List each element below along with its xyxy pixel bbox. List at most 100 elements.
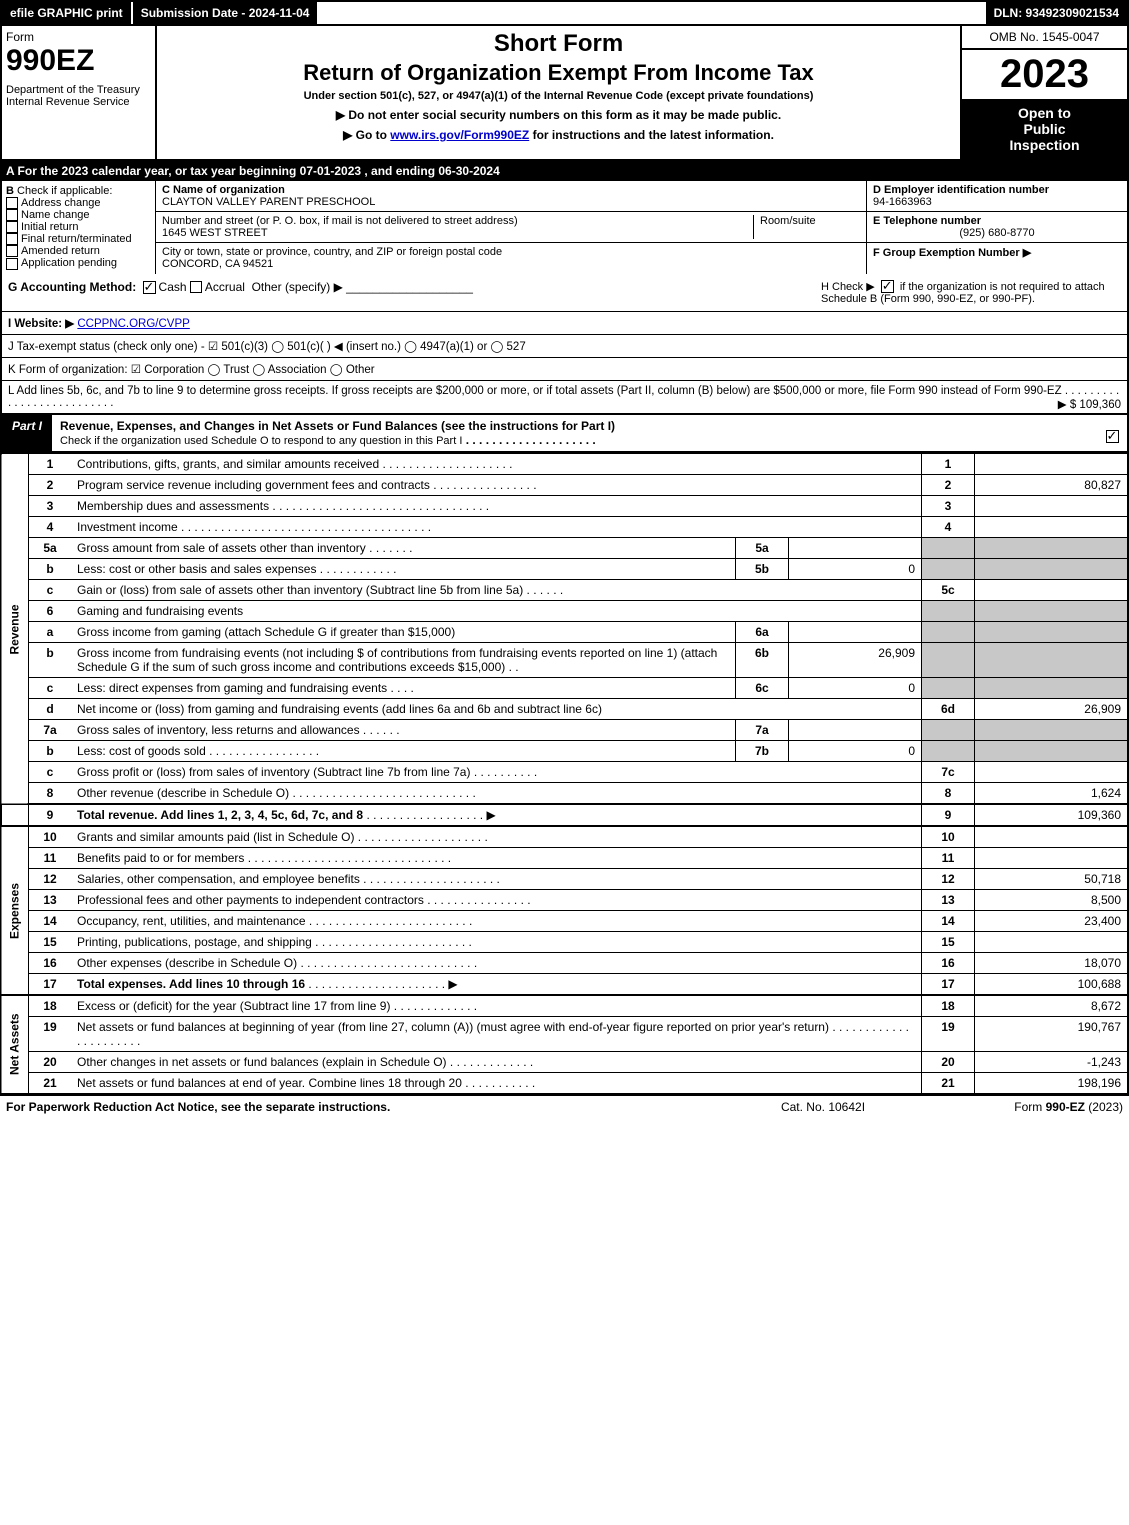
line-6c: c Less: direct expenses from gaming and … [1,678,1128,699]
checkbox-name-change[interactable] [6,209,18,221]
l5c-col: 5c [922,580,975,601]
l20-col: 20 [922,1052,975,1073]
line-6: 6 Gaming and fundraising events [1,601,1128,622]
footer-form: Form 990-EZ (2023) [923,1100,1123,1114]
l5c-desc: Gain or (loss) from sale of assets other… [77,583,523,597]
line-19: 19 Net assets or fund balances at beginn… [1,1017,1128,1052]
checkbox-initial-return[interactable] [6,221,18,233]
checkbox-cash[interactable] [143,281,156,294]
section-h: H Check ▶ if the organization is not req… [821,280,1121,306]
b-label: B [6,185,14,197]
l11-num: 11 [29,848,72,869]
inspection-box: Open to Public Inspection [962,99,1127,159]
checkbox-address-change[interactable] [6,197,18,209]
line-7a: 7a Gross sales of inventory, less return… [1,720,1128,741]
f-label: F Group Exemption Number ▶ [873,247,1031,259]
l4-val [975,517,1129,538]
l12-col: 12 [922,869,975,890]
l9-num: 9 [29,804,72,826]
l7a-sub: 7a [736,720,789,741]
l6-num: 6 [29,601,72,622]
l15-val [975,932,1129,953]
info-block: B Check if applicable: Address change Na… [0,181,1129,274]
l5b-sub: 5b [736,559,789,580]
line-14: 14 Occupancy, rent, utilities, and maint… [1,911,1128,932]
l1-val [975,454,1129,475]
short-form-title: Short Form [161,30,956,58]
l7a-num: 7a [29,720,72,741]
footer-post: (2023) [1085,1100,1123,1114]
d-label: D Employer identification number [873,184,1049,196]
l20-desc: Other changes in net assets or fund bala… [77,1055,447,1069]
l12-num: 12 [29,869,72,890]
checkbox-pending[interactable] [6,258,18,270]
header-center: Short Form Return of Organization Exempt… [157,26,960,159]
l20-num: 20 [29,1052,72,1073]
lines-table: Revenue 1 Contributions, gifts, grants, … [0,453,1129,1095]
org-name: CLAYTON VALLEY PARENT PRESCHOOL [162,196,375,208]
g-accrual: Accrual [205,280,245,294]
line-5c: c Gain or (loss) from sale of assets oth… [1,580,1128,601]
l11-col: 11 [922,848,975,869]
checkbox-accrual[interactable] [190,281,202,293]
l7b-subval: 0 [789,741,922,762]
ein: 94-1663963 [873,196,932,208]
efile-label[interactable]: efile GRAPHIC print [2,2,131,24]
l2-num: 2 [29,475,72,496]
l3-desc: Membership dues and assessments [77,499,269,513]
l14-col: 14 [922,911,975,932]
website-label: I Website: ▶ [8,318,74,330]
l16-num: 16 [29,953,72,974]
l6a-sub: 6a [736,622,789,643]
l5a-subval [789,538,922,559]
l11-desc: Benefits paid to or for members [77,851,244,865]
l6c-desc: Less: direct expenses from gaming and fu… [77,681,387,695]
irs-link[interactable]: www.irs.gov/Form990EZ [390,128,529,142]
line-17: 17 Total expenses. Add lines 10 through … [1,974,1128,996]
instr2-post: for instructions and the latest informat… [529,128,774,142]
checkbox-h[interactable] [881,280,894,293]
page-footer: For Paperwork Reduction Act Notice, see … [0,1095,1129,1118]
l4-desc: Investment income [77,520,178,534]
l6b-desc: Gross income from fundraising events (no… [77,646,717,674]
l5a-num: 5a [29,538,72,559]
checkbox-amended[interactable] [6,245,18,257]
checkbox-final-return[interactable] [6,233,18,245]
l19-val: 190,767 [975,1017,1129,1052]
l20-val: -1,243 [975,1052,1129,1073]
tax-year: 2023 [962,50,1127,99]
inspection-3: Inspection [966,137,1123,153]
part-1-sub: Check if the organization used Schedule … [60,435,462,447]
g-label: G Accounting Method: [8,280,136,294]
l13-col: 13 [922,890,975,911]
line-16: 16 Other expenses (describe in Schedule … [1,953,1128,974]
l8-num: 8 [29,783,72,805]
l5b-subval: 0 [789,559,922,580]
line-15: 15 Printing, publications, postage, and … [1,932,1128,953]
l-text: L Add lines 5b, 6c, and 7b to line 9 to … [8,385,1062,397]
l19-col: 19 [922,1017,975,1052]
l12-val: 50,718 [975,869,1129,890]
l7b-desc: Less: cost of goods sold [77,744,206,758]
line-6b: b Gross income from fundraising events (… [1,643,1128,678]
l7b-num: b [29,741,72,762]
l10-val [975,826,1129,848]
l6b-sub: 6b [736,643,789,678]
inspection-2: Public [966,121,1123,137]
line-5a: 5a Gross amount from sale of assets othe… [1,538,1128,559]
l5a-sub: 5a [736,538,789,559]
l14-desc: Occupancy, rent, utilities, and maintena… [77,914,306,928]
checkbox-part1[interactable] [1106,430,1119,443]
l19-desc: Net assets or fund balances at beginning… [77,1020,829,1034]
l13-val: 8,500 [975,890,1129,911]
inspection-1: Open to [966,105,1123,121]
section-g: G Accounting Method: Cash Accrual Other … [8,280,821,306]
website-link[interactable]: CCPPNC.ORG/CVPP [77,318,189,330]
l7a-subval [789,720,922,741]
b-check-label: Check if applicable: [17,185,112,197]
l-amount: ▶ $ 109,360 [1058,397,1121,411]
l16-val: 18,070 [975,953,1129,974]
c-room-label: Room/suite [760,215,816,227]
l4-col: 4 [922,517,975,538]
l5a-desc: Gross amount from sale of assets other t… [77,541,366,555]
